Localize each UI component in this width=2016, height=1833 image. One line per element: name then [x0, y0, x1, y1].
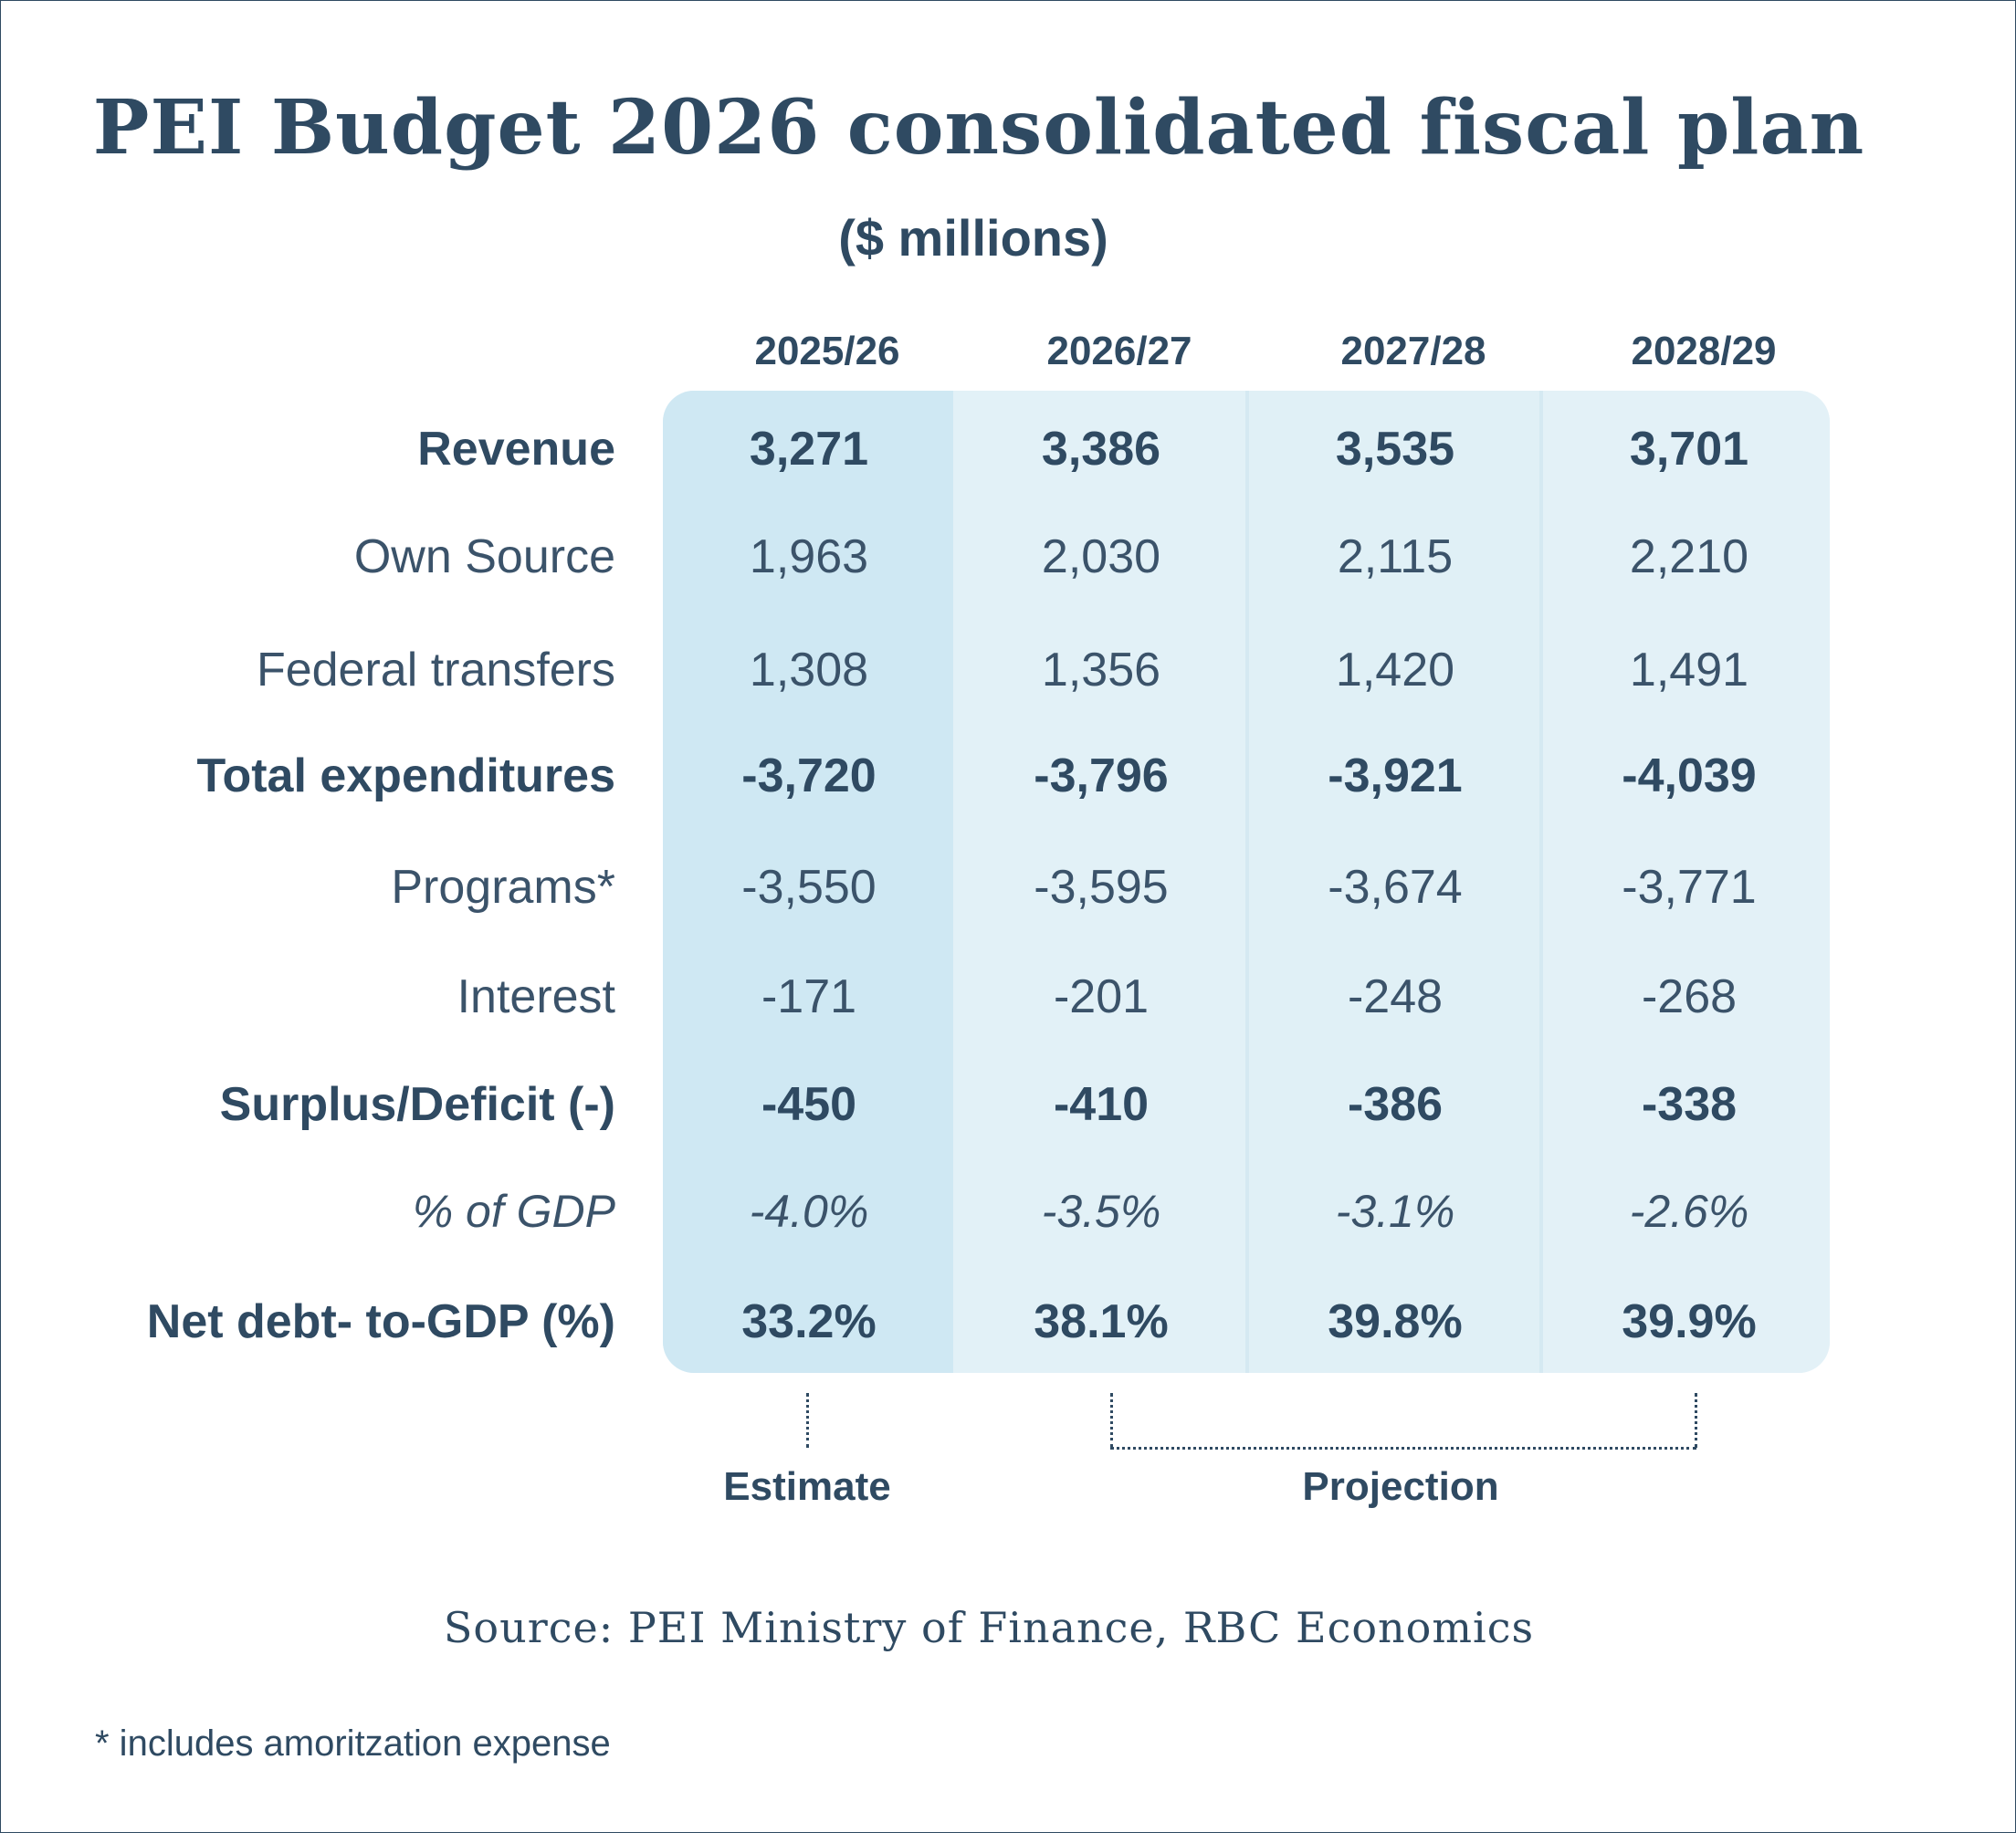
row-label-of-gdp: % of GDP — [412, 1186, 615, 1237]
cell-interest-2025-26: -171 — [761, 970, 857, 1023]
cell-net-debt-to-gdp-2025-26: 33.2% — [741, 1295, 877, 1348]
cell-total-expenditures-2026-27: -3,796 — [1034, 749, 1169, 802]
cell-own-source-2025-26: 1,963 — [749, 530, 869, 583]
row-label-net-debt-to-gdp: Net debt- to-GDP (%) — [146, 1295, 615, 1348]
cell-surplus-deficit-2028-29: -338 — [1641, 1078, 1738, 1131]
row-label-surplus-deficit: Surplus/Deficit (-) — [219, 1078, 615, 1131]
cell-total-expenditures-2027-28: -3,921 — [1328, 749, 1463, 802]
footnote: * includes amoritzation expense — [95, 1723, 611, 1764]
cell-of-gdp-2027-28: -3.1% — [1335, 1186, 1455, 1237]
estimate-label: Estimate — [723, 1464, 891, 1509]
column-divider — [1245, 391, 1249, 1373]
row-label-federal-transfers: Federal transfers — [256, 644, 615, 697]
cell-programs-2027-28: -3,674 — [1328, 861, 1463, 914]
cell-surplus-deficit-2026-27: -410 — [1053, 1078, 1150, 1131]
estimate-marker-line — [806, 1393, 809, 1448]
row-label-revenue: Revenue — [417, 423, 615, 476]
chart-subtitle: ($ millions) — [838, 209, 1108, 267]
cell-federal-transfers-2025-26: 1,308 — [749, 644, 869, 697]
cell-revenue-2028-29: 3,701 — [1629, 423, 1749, 476]
projection-bracket-right — [1695, 1393, 1697, 1448]
row-label-total-expenditures: Total expenditures — [196, 749, 615, 802]
cell-own-source-2026-27: 2,030 — [1041, 530, 1161, 583]
cell-net-debt-to-gdp-2028-29: 39.9% — [1622, 1295, 1757, 1348]
estimate-column-shade — [663, 391, 953, 1373]
projection-column-shade — [1541, 391, 1830, 1373]
cell-own-source-2028-29: 2,210 — [1629, 530, 1749, 583]
cell-revenue-2026-27: 3,386 — [1041, 423, 1161, 476]
row-label-programs: Programs* — [391, 861, 615, 914]
cell-revenue-2027-28: 3,535 — [1335, 423, 1455, 476]
row-label-interest: Interest — [457, 970, 615, 1023]
cell-of-gdp-2026-27: -3.5% — [1041, 1186, 1161, 1237]
projection-column-shade — [953, 391, 1247, 1373]
cell-net-debt-to-gdp-2027-28: 39.8% — [1328, 1295, 1463, 1348]
cell-interest-2026-27: -201 — [1053, 970, 1150, 1023]
cell-surplus-deficit-2025-26: -450 — [761, 1078, 857, 1131]
table-background-panel — [663, 391, 1830, 1373]
cell-programs-2025-26: -3,550 — [741, 861, 877, 914]
column-divider — [1539, 391, 1543, 1373]
cell-federal-transfers-2026-27: 1,356 — [1041, 644, 1161, 697]
cell-federal-transfers-2027-28: 1,420 — [1335, 644, 1455, 697]
cell-total-expenditures-2028-29: -4,039 — [1622, 749, 1757, 802]
cell-federal-transfers-2028-29: 1,491 — [1629, 644, 1749, 697]
column-header-2027-28: 2027/28 — [1340, 329, 1486, 373]
projection-label: Projection — [1302, 1464, 1499, 1509]
row-label-own-source: Own Source — [353, 530, 615, 583]
cell-of-gdp-2028-29: -2.6% — [1629, 1186, 1749, 1237]
cell-own-source-2027-28: 2,115 — [1337, 530, 1454, 583]
column-header-2028-29: 2028/29 — [1631, 329, 1777, 373]
column-header-2025-26: 2025/26 — [754, 329, 900, 373]
chart-title: PEI Budget 2026 consolidated fiscal plan — [92, 84, 1865, 172]
projection-bracket-bottom — [1110, 1447, 1696, 1450]
cell-of-gdp-2025-26: -4.0% — [749, 1186, 869, 1237]
cell-interest-2028-29: -268 — [1641, 970, 1738, 1023]
projection-column-shade — [1247, 391, 1541, 1373]
source-note: Source: PEI Ministry of Finance, RBC Eco… — [443, 1603, 1535, 1652]
cell-net-debt-to-gdp-2026-27: 38.1% — [1034, 1295, 1169, 1348]
projection-bracket-left — [1110, 1393, 1113, 1448]
column-header-2026-27: 2026/27 — [1046, 329, 1192, 373]
cell-total-expenditures-2025-26: -3,720 — [741, 749, 877, 802]
cell-surplus-deficit-2027-28: -386 — [1347, 1078, 1444, 1131]
cell-programs-2026-27: -3,595 — [1034, 861, 1169, 914]
cell-programs-2028-29: -3,771 — [1622, 861, 1757, 914]
cell-revenue-2025-26: 3,271 — [749, 423, 869, 476]
cell-interest-2027-28: -248 — [1347, 970, 1444, 1023]
